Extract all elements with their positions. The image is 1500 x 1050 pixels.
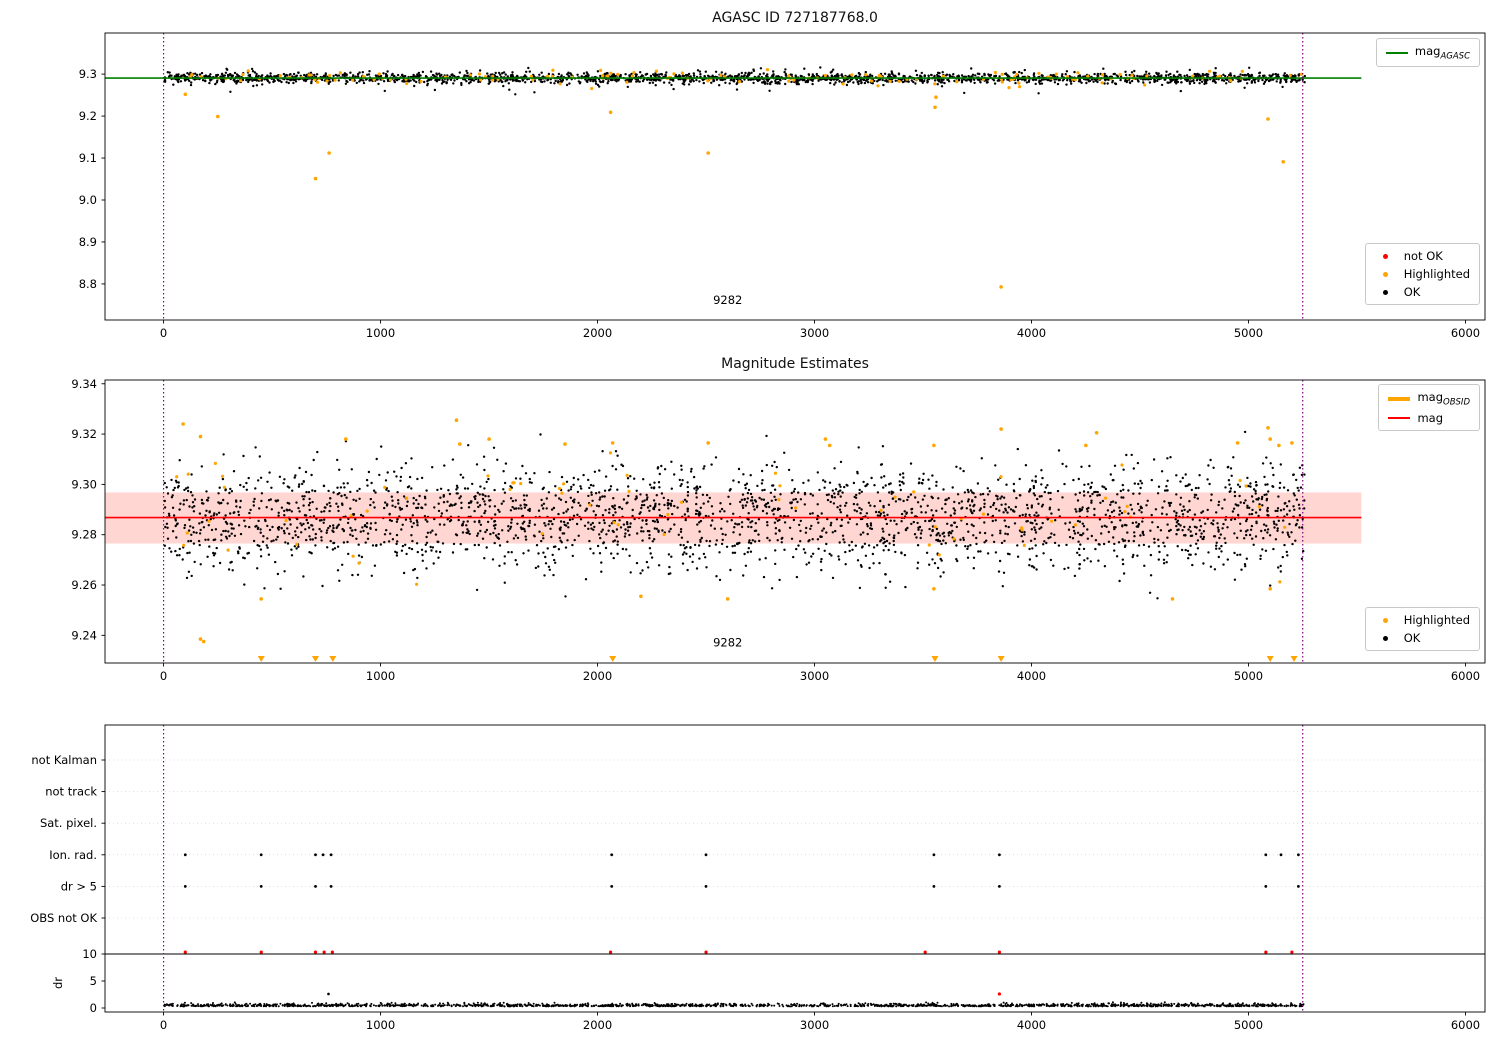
x-tick-label: 0 (160, 326, 167, 340)
flag-category-label: not track (45, 785, 97, 799)
x-tick-label: 2000 (583, 1018, 612, 1032)
x-tick-label: 1000 (366, 326, 395, 340)
legend-entry: OK (1375, 285, 1470, 299)
mag-points-legend: Highlighted OK (1364, 607, 1480, 651)
x-tick-label: 5000 (1234, 326, 1263, 340)
legend-label: OK (1403, 285, 1421, 299)
dr-tick-label: 0 (90, 1001, 97, 1015)
legend-label: OK (1403, 631, 1421, 645)
x-tick-label: 6000 (1451, 326, 1480, 340)
below-axis-marker (931, 656, 939, 662)
x-tick-label: 4000 (1017, 326, 1046, 340)
legend-dot (1383, 271, 1389, 277)
agasc-points (163, 66, 1307, 289)
legend-entry: magAGASC (1385, 44, 1470, 62)
x-tick-label: 0 (160, 1018, 167, 1032)
legend-label: Highlighted (1403, 613, 1470, 627)
legend-dot-swatch (1375, 635, 1397, 641)
legend-label: mag (1417, 411, 1444, 426)
y-tick-label: 9.2 (79, 109, 97, 123)
legend-line-swatch (1388, 417, 1411, 420)
y-tick-label: 9.0 (79, 193, 97, 207)
axes-frame (104, 724, 1486, 1013)
y-tick-label: 9.1 (79, 151, 97, 165)
legend-label: magOBSID (1417, 390, 1470, 408)
x-tick-label: 5000 (1234, 669, 1263, 683)
magnitude-panel-title: Magnitude Estimates (721, 356, 869, 372)
annotation-obsid-middle: 9282 (713, 636, 742, 650)
flag-category-label: not Kalman (31, 753, 97, 767)
legend-label: magAGASC (1414, 44, 1470, 62)
x-tick-label: 3000 (800, 1018, 829, 1032)
flag-category-label: Ion. rad. (49, 848, 97, 862)
below-axis-marker (1290, 656, 1298, 662)
legend-dot-swatch (1375, 253, 1397, 259)
below-axis-marker (257, 656, 265, 662)
legend-entry: Highlighted (1375, 267, 1470, 281)
x-tick-label: 5000 (1234, 1018, 1263, 1032)
legend-dot (1383, 617, 1389, 623)
legend-entry: OK (1375, 631, 1470, 645)
y-tick-label: 8.8 (79, 277, 97, 291)
y-tick-label: 9.30 (71, 477, 97, 491)
legend-label: not OK (1403, 249, 1443, 263)
below-axis-marker (609, 656, 617, 662)
y-tick-label: 9.28 (71, 528, 97, 542)
x-tick-label: 1000 (366, 1018, 395, 1032)
legend-label: Highlighted (1403, 267, 1470, 281)
legend-entry: Highlighted (1375, 613, 1470, 627)
flag-category-label: OBS not OK (30, 911, 97, 925)
x-tick-label: 3000 (800, 326, 829, 340)
dr-tick-label: 10 (82, 947, 97, 961)
x-tick-label: 4000 (1017, 1018, 1046, 1032)
axes-frame (104, 32, 1486, 321)
mag-line-legend: magOBSID mag (1378, 384, 1480, 432)
legend-entry: not OK (1375, 249, 1470, 263)
plots-root: 0 1000 2000 3000 4000 5000 60008.88.99.09.19.2… (30, 32, 1486, 1032)
legend-dot-swatch (1375, 617, 1397, 623)
agasc-panel-title: AGASC ID 727187768.0 (712, 10, 878, 26)
legend-entry: mag (1388, 411, 1470, 425)
panel-magnitude: 0 1000 2000 3000 4000 5000 6000 9.24 9.26 9.28 9.3… (71, 377, 1486, 683)
x-tick-label: 1000 (366, 669, 395, 683)
below-axis-marker (997, 656, 1005, 662)
below-axis-marker (329, 656, 337, 662)
x-tick-label: 4000 (1017, 669, 1046, 683)
y-tick-label: 9.3 (79, 67, 97, 81)
legend-line-swatch (1388, 396, 1411, 401)
dr-axis-label: dr (51, 977, 65, 989)
flag-category-label: dr > 5 (61, 879, 97, 893)
legend-line-swatch (1385, 51, 1408, 54)
legend-dot-swatch (1375, 289, 1397, 295)
legend-dot (1383, 253, 1389, 259)
legend-entry: magOBSID (1388, 390, 1470, 407)
dr-tick-label: 5 (90, 974, 97, 988)
x-tick-label: 2000 (583, 326, 612, 340)
panel-agasc: 0 1000 2000 3000 4000 5000 6000 8.8 8.9 9.0 9.1 9.2… (79, 32, 1486, 340)
x-tick-label: 6000 (1451, 1018, 1480, 1032)
axes-frame (104, 379, 1486, 664)
x-tick-label: 3000 (800, 669, 829, 683)
flag-category-label: Sat. pixel. (40, 816, 97, 830)
legend-dot (1383, 289, 1389, 295)
flags-points (163, 853, 1305, 1008)
x-tick-label: 6000 (1451, 669, 1480, 683)
legend-dot (1383, 635, 1389, 641)
x-tick-label: 2000 (583, 669, 612, 683)
y-tick-label: 8.9 (79, 235, 97, 249)
x-tick-label: 0 (160, 669, 167, 683)
legend-dot-swatch (1375, 271, 1397, 277)
y-tick-label: 9.32 (71, 427, 97, 441)
y-tick-label: 9.26 (71, 578, 97, 592)
annotation-obsid-top: 9282 (713, 293, 742, 307)
panel-flags: 0 1000 2000 3000 4000 5000 6000 not Kalman not t… (30, 724, 1486, 1032)
agasc-line-legend: magAGASC (1375, 38, 1480, 68)
below-axis-marker (1266, 656, 1274, 662)
agasc-points-legend: not OK Highlighted OK (1364, 243, 1480, 305)
y-tick-label: 9.34 (71, 377, 97, 391)
below-axis-marker (311, 656, 319, 662)
y-tick-label: 9.24 (71, 628, 97, 642)
